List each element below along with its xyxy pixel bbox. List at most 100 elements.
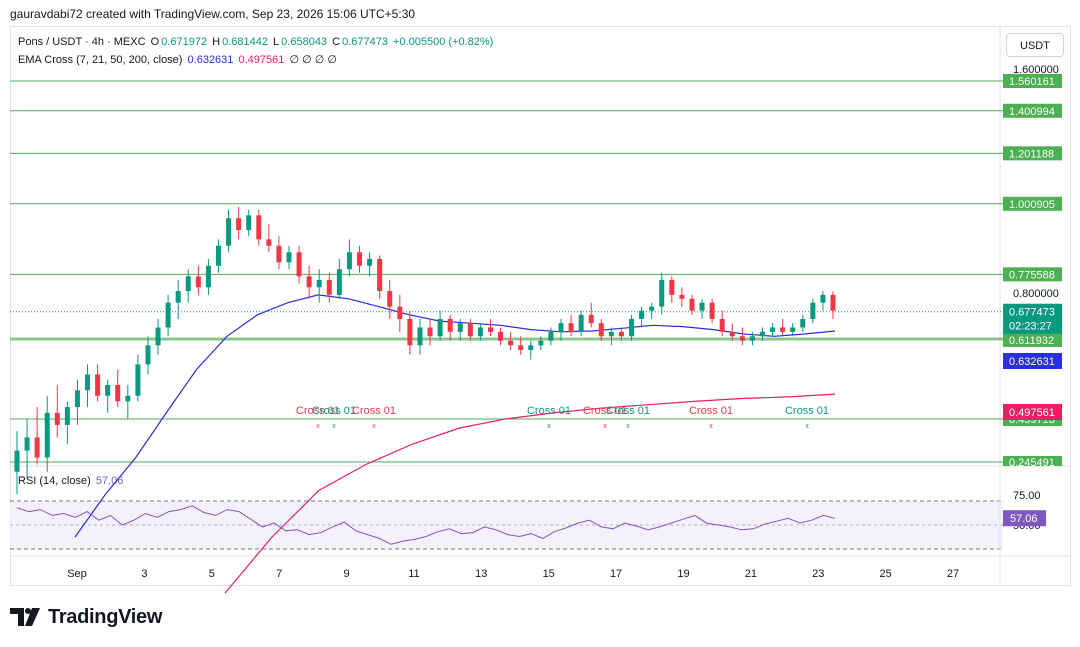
candle-body [477,327,483,337]
cross-marker: x [332,423,336,430]
price-scale-label: 0.800000 [1013,288,1059,300]
candle-body [85,374,91,391]
time-axis-label: 19 [677,568,689,580]
level-tag [1003,267,1062,282]
last-price-text: 0.677473 [1009,307,1055,319]
candle-body [135,364,141,396]
candle-body [770,327,776,332]
rsi-legend: RSI (14, close) 57.06 [18,475,125,487]
rsi-level-label: 75.00 [1013,490,1041,502]
candle-body [14,450,20,472]
candle-body [447,318,453,332]
price-scale-label: 1.600000 [1013,64,1059,76]
candle-body [346,252,352,270]
ema-fast-line [74,294,836,538]
candle-body [367,258,373,266]
candle-body [64,407,70,425]
candle-body [286,252,292,263]
candle-body [256,215,262,240]
level-tag-text: 0.245491 [1009,457,1055,469]
open-value: 0.671972 [161,36,208,48]
cross-label: Cross 01 [689,405,733,417]
time-axis-label: 17 [610,568,622,580]
candle-body [528,345,534,350]
level-tag-text: 1.400994 [1009,106,1055,118]
candle-body [397,306,403,319]
candle-body [427,327,433,337]
candle-body [215,245,221,266]
candle-body [236,218,242,231]
candle-body [487,327,493,332]
candle-body [44,412,50,458]
candle-body [377,258,383,292]
rsi-title[interactable]: RSI (14, close) [18,475,91,487]
level-tag-text: 0.775588 [1009,269,1055,281]
level-tag-text: 1.560161 [1009,76,1055,88]
candle-body [608,331,614,337]
candle-body [24,437,30,451]
candle-body [578,314,584,332]
symbol-legend: Pons / USDT · 4h · MEXC O 0.671972 H 0.681… [18,36,495,48]
candle-body [800,318,806,328]
rsi-band [10,501,1003,549]
tradingview-logo-icon [10,608,40,626]
candle-body [568,323,574,332]
level-tag [1003,196,1062,211]
time-axis-label: 11 [408,568,419,580]
time-axis-label: 25 [879,568,891,580]
time-axis-label: 15 [543,568,555,580]
ema-fast-value: 0.632631 [187,54,234,66]
chart-frame [10,26,1071,586]
low-value: 0.658043 [281,36,328,48]
time-axis-label: 5 [209,568,215,580]
ema-legend: EMA Cross (7, 21, 50, 200, close) 0.6326… [18,53,339,66]
candle-body [810,302,816,319]
candle-body [417,327,423,346]
candle-body [34,437,40,458]
countdown-text: 02:23:27 [1009,321,1052,333]
time-axis-label: 23 [812,568,824,580]
candle-body [54,412,60,425]
candle-body [115,384,121,402]
candle-body [195,276,201,288]
candle-body [629,318,635,337]
candle-body [165,302,171,328]
candle-body [598,323,604,337]
candle-body [538,340,544,346]
high-value: 0.681442 [222,36,268,48]
tradingview-logo[interactable]: TradingView [10,604,162,630]
candle-body [689,298,695,311]
candle-body [548,331,554,341]
time-axis-label: 21 [745,568,757,580]
level-tag-text: 1.201188 [1009,148,1054,160]
cross-marker: x [709,423,713,430]
candle-body [457,323,463,332]
candle-body [820,294,826,303]
candle-body [719,318,725,332]
candle-body [739,336,745,341]
level-tag [1003,146,1062,161]
candle-body [276,245,282,263]
cross-label: Cross 01 [527,405,571,417]
candle-body [175,291,181,303]
candle-body [95,374,101,396]
symbol-title[interactable]: Pons / USDT · 4h · MEXC [18,36,146,48]
high-label: H [212,36,221,48]
candle-body [467,323,473,337]
candle-body [387,291,393,307]
candle-body [679,294,685,299]
candle-body [669,279,675,295]
currency-button[interactable]: USDT [1006,33,1064,57]
low-label: L [273,36,280,48]
rsi-value-text: 57.06 [1010,513,1038,525]
ema-na-values: ∅ ∅ ∅ ∅ [289,54,337,66]
candle-body [709,302,715,319]
candle-body [145,345,151,365]
candle-body [790,327,796,332]
cross-marker: x [603,423,607,430]
candle-body [336,269,342,295]
candle-body [639,310,645,319]
candle-body [407,318,413,346]
ema-title[interactable]: EMA Cross (7, 21, 50, 200, close) [18,54,183,66]
